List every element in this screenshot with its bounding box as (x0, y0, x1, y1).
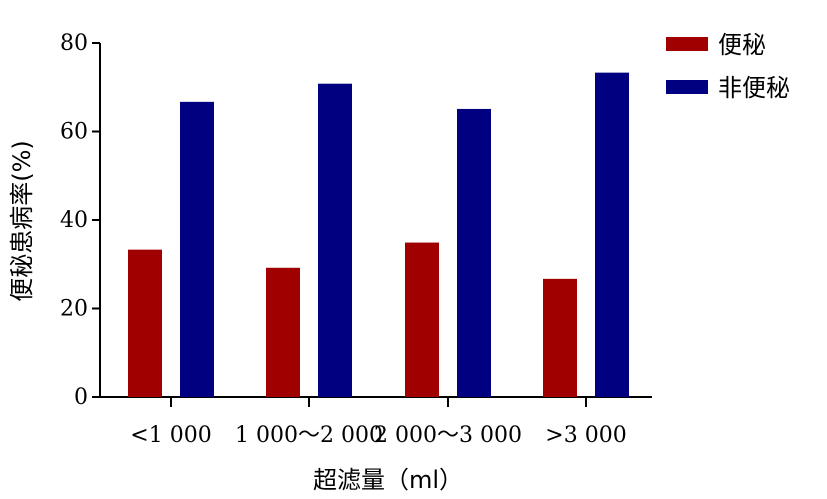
bar (128, 249, 162, 397)
x-tick-label: >3 000 (545, 423, 626, 448)
legend-label: 非便秘 (718, 74, 790, 102)
y-tick-label: 40 (60, 208, 88, 233)
y-tick-label: 20 (60, 297, 88, 322)
y-tick-label: 60 (60, 120, 88, 145)
bar (543, 278, 577, 397)
bar (457, 108, 491, 398)
x-tick-label: 1 000～2 000 (235, 423, 383, 448)
y-tick-label: 80 (60, 31, 88, 56)
bars (128, 72, 629, 398)
bar (595, 72, 629, 398)
x-tick-label: 2 000～3 000 (374, 423, 522, 448)
x-axis-title: 超滤量（ml） (313, 466, 463, 494)
bar (405, 242, 439, 397)
y-tick-label: 0 (74, 385, 88, 410)
legend-swatch (666, 80, 708, 94)
legend-label: 便秘 (718, 31, 766, 59)
y-axis-title: 便秘患病率(%) (8, 140, 36, 302)
legend-swatch (666, 37, 708, 51)
bar (318, 83, 352, 398)
bar (266, 267, 300, 397)
x-tick-label: <1 000 (130, 423, 211, 448)
bar (180, 101, 214, 397)
